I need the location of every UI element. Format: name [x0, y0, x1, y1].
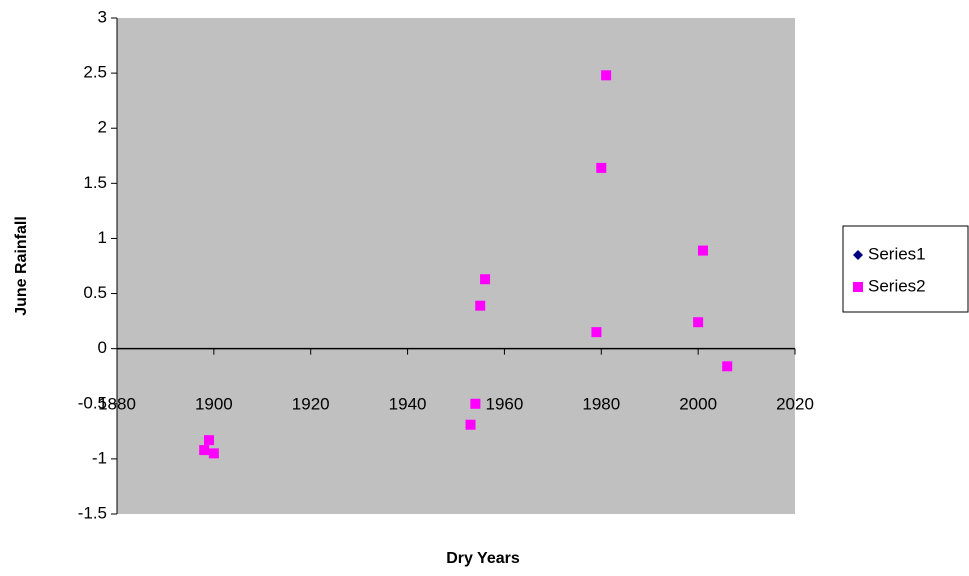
legend-label: Series2 — [868, 276, 926, 295]
x-axis-label: Dry Years — [446, 550, 520, 567]
y-axis-label: June Rainfall — [13, 216, 30, 316]
y-tick-label: 1 — [98, 228, 107, 247]
plot-area — [117, 18, 795, 514]
x-tick-label: 2020 — [776, 394, 814, 413]
point — [693, 317, 704, 328]
y-tick-label: -0.5 — [78, 393, 107, 412]
point — [199, 445, 210, 456]
point — [480, 274, 491, 285]
point — [475, 300, 486, 311]
x-tick-label: 1880 — [98, 394, 136, 413]
x-tick-label: 1960 — [486, 394, 524, 413]
point — [470, 398, 481, 409]
y-tick-label: 0 — [98, 338, 107, 357]
x-tick-label: 1920 — [292, 394, 330, 413]
x-tick-label: 1940 — [389, 394, 427, 413]
legend-box — [842, 225, 969, 313]
y-tick-label: 3 — [98, 7, 107, 26]
legend-label: Series1 — [868, 244, 926, 263]
y-tick-label: 0.5 — [83, 283, 107, 302]
y-tick-label: 1.5 — [83, 173, 107, 192]
x-tick-label: 2000 — [679, 394, 717, 413]
x-tick-label: 1980 — [582, 394, 620, 413]
legend-marker — [853, 250, 863, 260]
point — [697, 245, 708, 256]
y-tick-label: 2 — [98, 118, 107, 137]
y-tick-label: -1 — [92, 448, 107, 467]
y-tick-label: -1.5 — [78, 503, 107, 522]
point — [596, 162, 607, 173]
y-tick-label: 2.5 — [83, 63, 107, 82]
point — [465, 419, 476, 430]
point — [591, 327, 602, 338]
legend-marker — [853, 282, 863, 292]
point — [722, 361, 733, 372]
point — [204, 435, 215, 446]
point — [601, 70, 612, 81]
x-tick-label: 1900 — [195, 394, 233, 413]
point — [208, 448, 219, 459]
